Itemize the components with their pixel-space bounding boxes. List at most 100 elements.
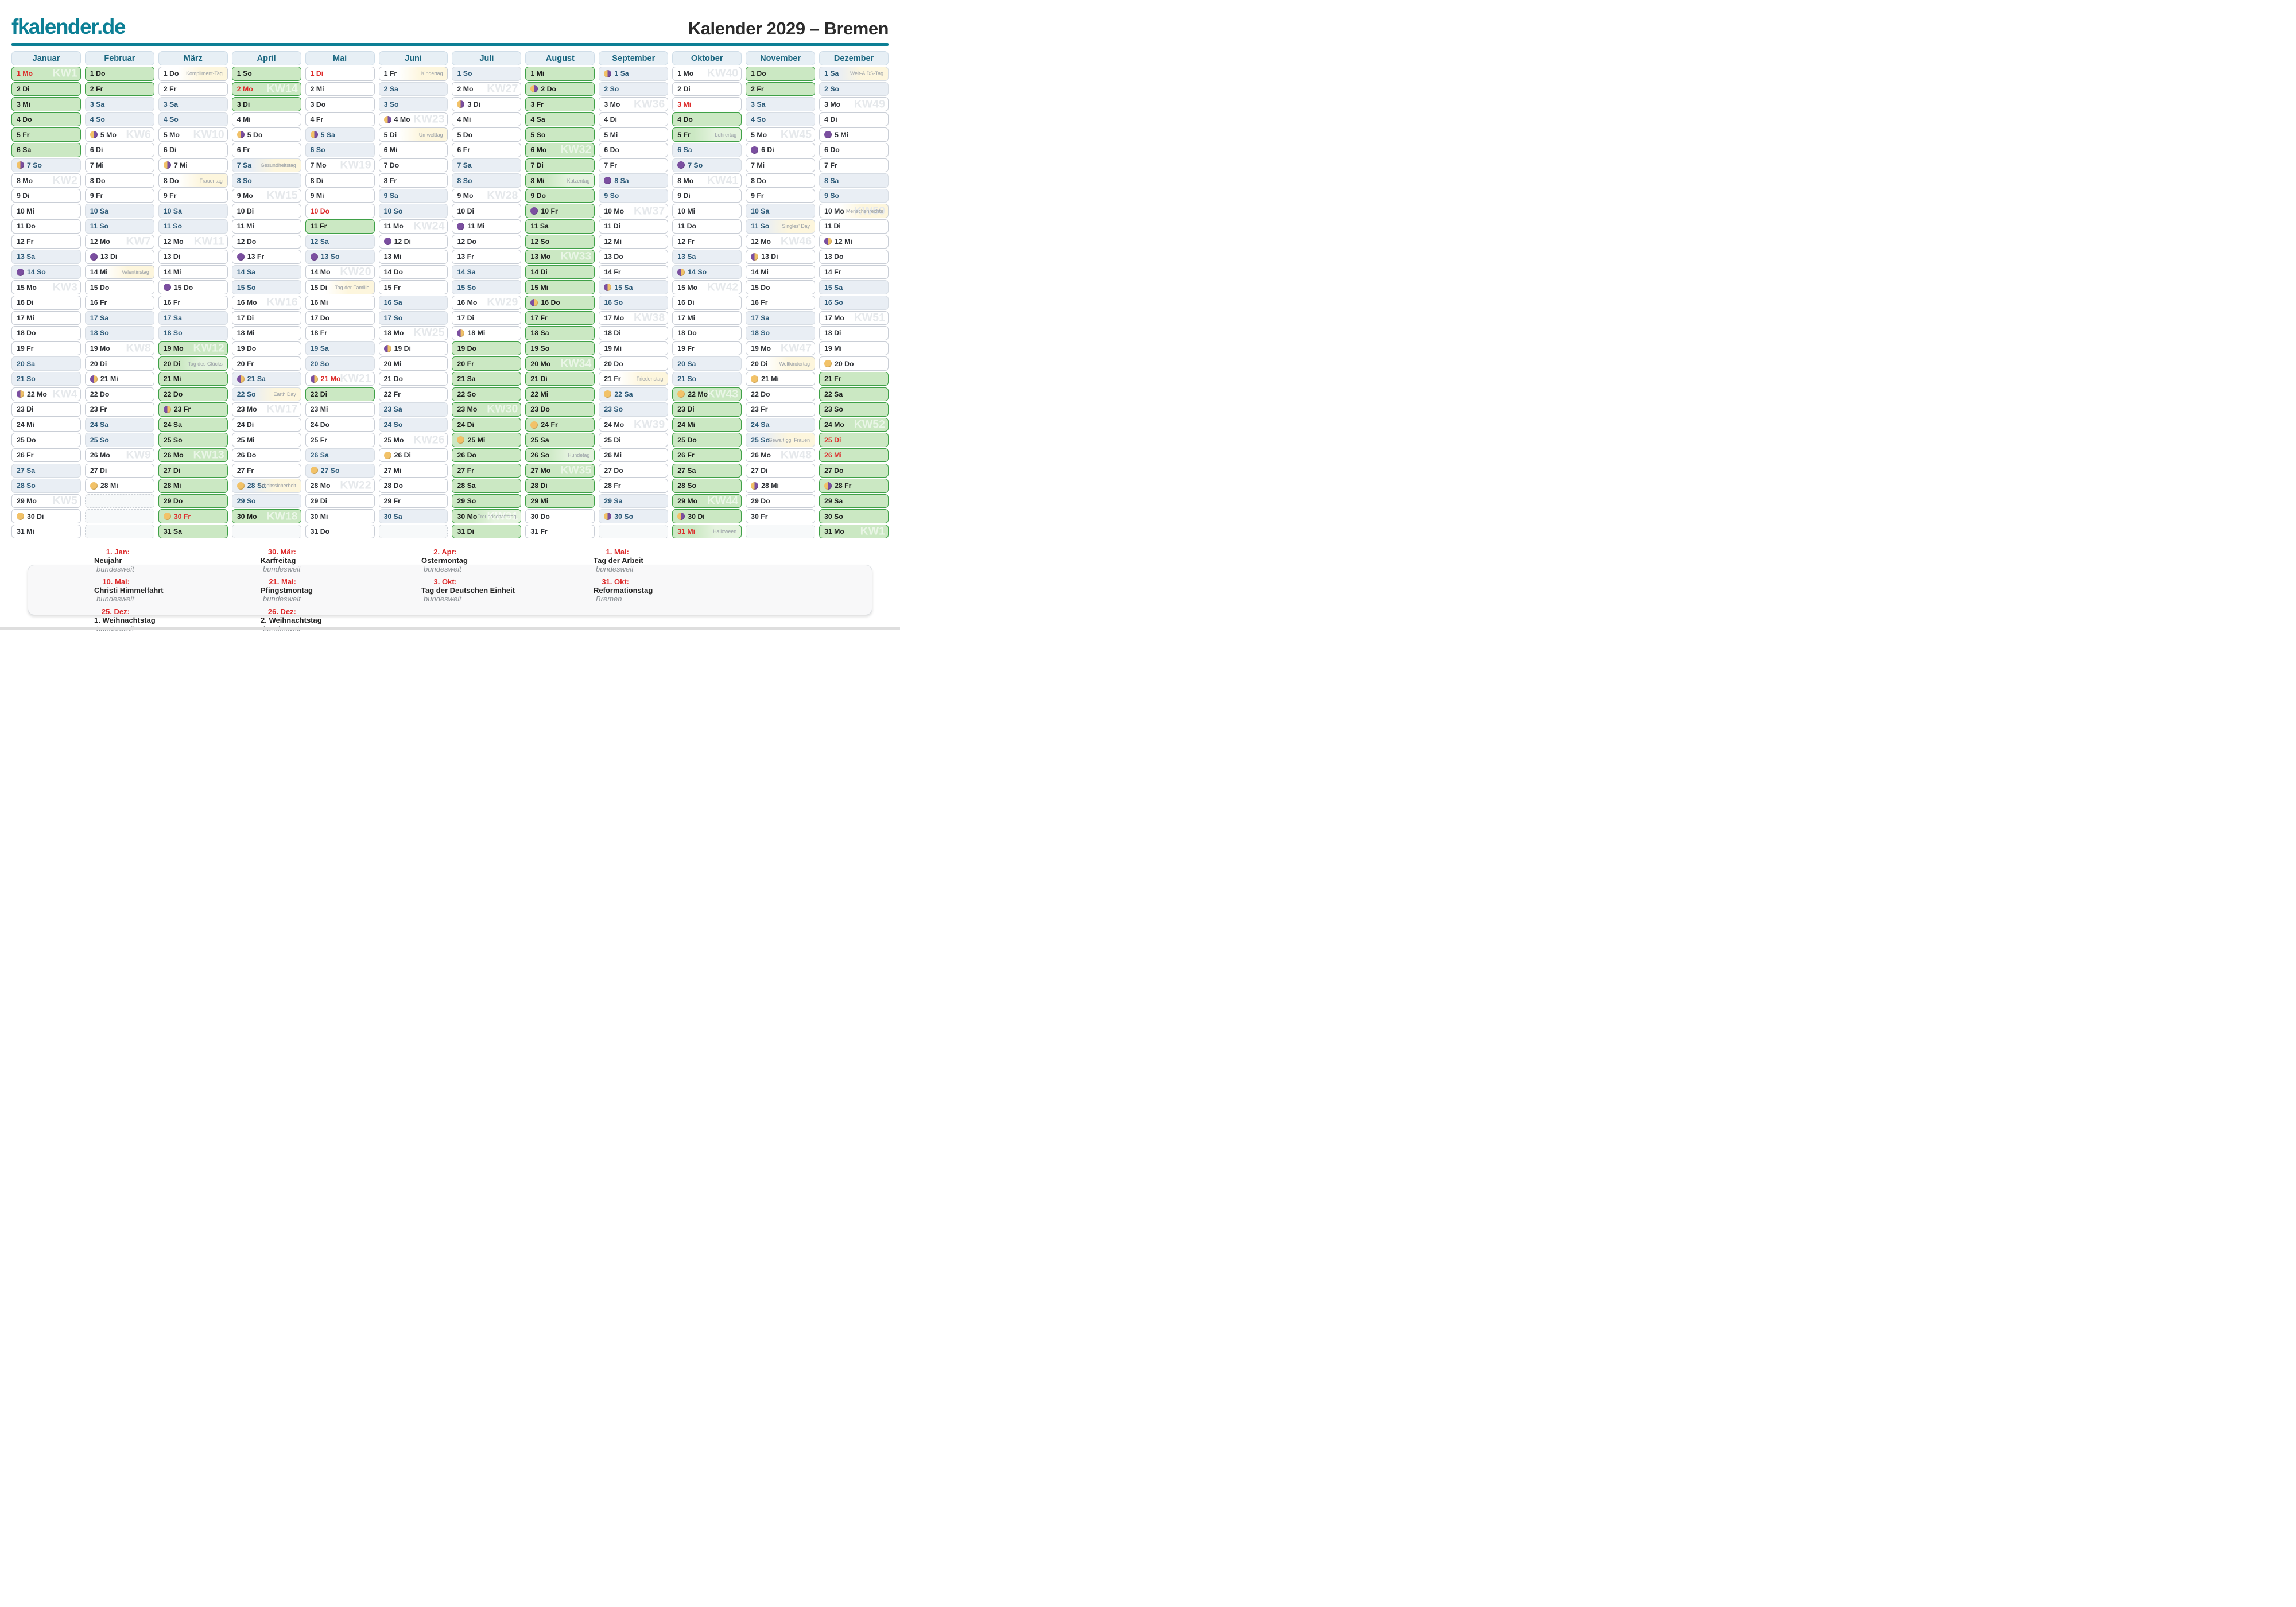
day-label: 4 Mo [394, 115, 410, 124]
day-cell: 31 Sa [158, 524, 228, 539]
day-label: 10 Di [236, 207, 254, 215]
day-label: 21 Sa [247, 375, 266, 383]
day-cell: 24 Sa [746, 417, 816, 432]
day-cell: 19 Fr [672, 341, 742, 356]
day-cell: 9 Sa [378, 188, 448, 203]
month-column: Januar 1 Mo KW1 2 Di 3 Mi 4 Do 5 Fr 6 Sa 7 So 8 M… [11, 51, 81, 539]
site-logo[interactable]: fkalender.de [11, 15, 126, 38]
day-label: 17 Mi [17, 313, 34, 322]
day-label: 24 Di [457, 421, 474, 429]
day-cell: 1 Mo KW1 [11, 67, 81, 81]
day-label: 18 Do [677, 329, 697, 337]
day-cell: 18 Do [672, 326, 742, 340]
day-label: 21 Do [383, 375, 404, 383]
day-label: 27 Fr [457, 466, 474, 475]
moon-phase-icon [604, 69, 612, 77]
day-cell [599, 524, 669, 539]
day-cell: 2 Fr [84, 81, 154, 96]
day-cell: 8 Di [305, 173, 375, 188]
day-label: 26 So [530, 451, 550, 460]
day-cell: 1 Do Kompliment-Tag [158, 67, 228, 81]
week-number-watermark: KW11 [193, 235, 224, 248]
day-cell: 13 Sa [672, 250, 742, 264]
day-label: 1 Do [90, 69, 106, 78]
day-label: 8 Do [751, 176, 766, 185]
day-label: 9 Mo [236, 192, 253, 200]
moon-phase-icon [530, 421, 538, 429]
day-cell: 10 Sa [84, 204, 154, 218]
day-cell: 14 Sa [231, 265, 301, 280]
day-cell: 5 Fr Lehrertag [672, 127, 742, 142]
day-cell: 12 Do [231, 234, 301, 249]
day-cell: 12 Di [378, 234, 448, 249]
day-label: 18 Di [824, 329, 841, 337]
day-label: 21 Mi [100, 375, 118, 383]
day-label: 19 Sa [310, 344, 329, 353]
legend-region: bundesweit [596, 564, 634, 573]
day-label: 1 Mi [530, 69, 545, 78]
moon-phase-icon [236, 253, 245, 261]
day-label: 2 Mo [236, 84, 253, 93]
day-label: 29 Mo [677, 496, 698, 505]
day-cell: 13 Mo KW33 [525, 250, 595, 264]
day-cell: 20 Fr [231, 356, 301, 371]
week-number-watermark: KW17 [266, 402, 298, 416]
day-label: 3 Sa [751, 100, 766, 108]
day-label: 19 So [530, 344, 550, 353]
day-label: 15 Mo [17, 283, 37, 292]
day-label: 17 Mo [824, 313, 844, 322]
moon-phase-icon [163, 161, 171, 169]
legend-date: 1. Mai: [606, 547, 629, 556]
day-label: 17 Sa [163, 313, 182, 322]
day-cell: 22 So [452, 387, 522, 402]
day-cell: 14 Do [378, 265, 448, 280]
day-label: 30 Do [530, 512, 550, 521]
moon-phase-icon [751, 482, 759, 490]
legend-entry: 2. Apr: Ostermontag bundesweit [421, 548, 594, 573]
day-label: 3 Fr [530, 100, 544, 108]
day-label: 29 Sa [824, 496, 843, 505]
day-cell: 7 Sa Gesundheitstag [231, 158, 301, 173]
day-label: 30 So [614, 512, 634, 521]
day-label: 7 Fr [824, 161, 837, 169]
week-number-watermark: KW43 [707, 387, 739, 401]
day-cell: 6 Di [746, 143, 816, 157]
day-label: 27 Di [90, 466, 107, 475]
day-cell: 27 Do [819, 463, 889, 478]
day-label: 4 So [751, 115, 766, 124]
day-cell: 11 Sa [525, 219, 595, 234]
day-cell: 7 So [11, 158, 81, 173]
week-number-watermark: KW8 [126, 341, 151, 355]
day-cell: 26 Fr [672, 448, 742, 463]
day-cell: 17 Sa [158, 310, 228, 325]
week-number-watermark: KW45 [780, 127, 812, 141]
day-label: 26 Mo [90, 451, 110, 460]
week-number-watermark: KW19 [340, 158, 371, 172]
day-label: 12 Di [394, 237, 411, 246]
day-cell: 5 Do [231, 127, 301, 142]
day-label: 15 Sa [614, 283, 633, 292]
day-label: 6 Di [90, 146, 103, 154]
day-label: 20 Mo [530, 359, 551, 368]
day-label: 19 Di [394, 344, 411, 353]
day-cell: 27 So [305, 463, 375, 478]
day-label: 27 Di [163, 466, 181, 475]
day-cell: 28 Sa Arbeitssicherheit [231, 479, 301, 493]
moon-phase-icon [163, 405, 171, 413]
day-cell: 22 Do [158, 387, 228, 402]
day-label: 26 Mo [163, 451, 184, 460]
day-cell: 28 Sa [452, 479, 522, 493]
day-label: 25 Sa [530, 436, 549, 444]
day-cell: 19 Mi [599, 341, 669, 356]
day-cell: 6 Di [158, 143, 228, 157]
day-cell: 31 Fr [525, 524, 595, 539]
day-label: 1 So [457, 69, 472, 78]
day-cell: 10 Fr [525, 204, 595, 218]
day-label: 31 Fr [530, 527, 548, 536]
day-cell: 6 Di [84, 143, 154, 157]
special-day-note: Katzentag [567, 177, 590, 184]
day-label: 22 Do [751, 390, 770, 398]
day-label: 11 Do [17, 222, 36, 231]
day-cell: 20 Mi [378, 356, 448, 371]
day-label: 30 Di [27, 512, 44, 521]
